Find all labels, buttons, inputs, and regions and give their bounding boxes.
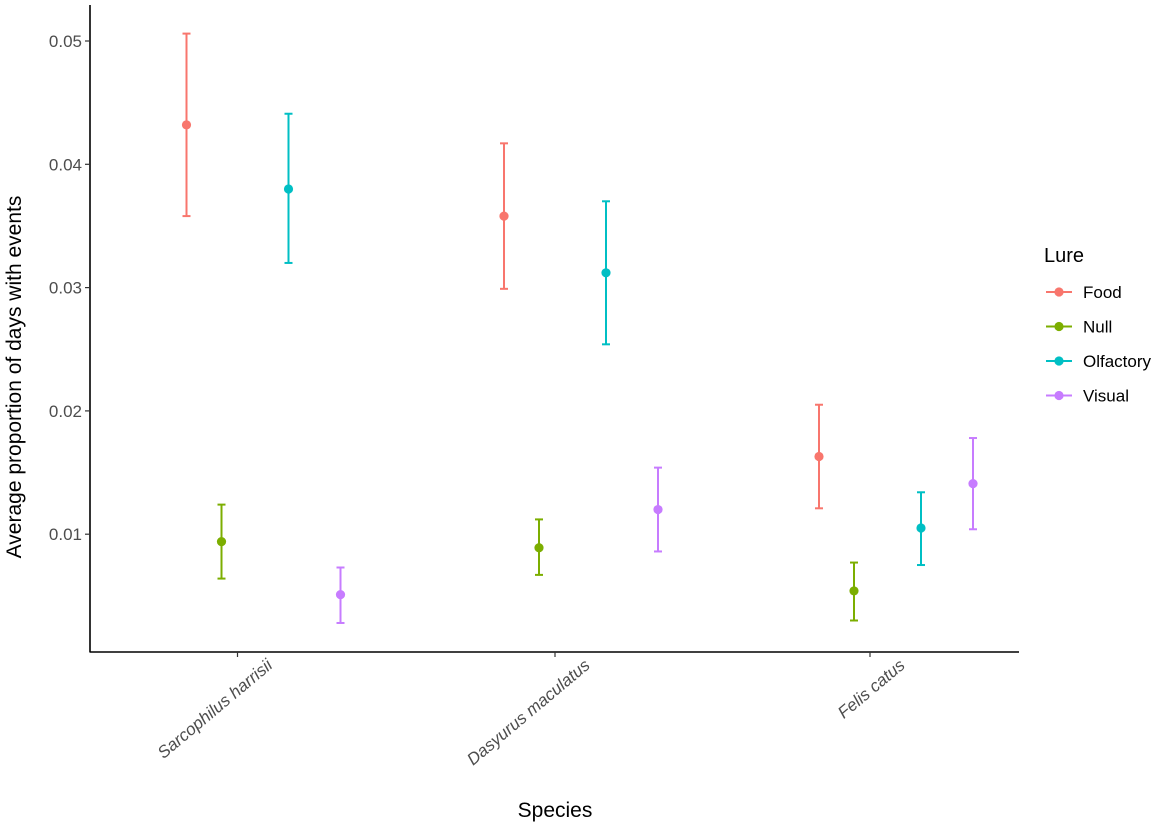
x-category-label: Felis catus [834, 655, 909, 722]
legend-key-point [1054, 287, 1064, 297]
legend-label: Olfactory [1083, 352, 1152, 371]
series-visual [335, 437, 978, 624]
y-tick-label: 0.05 [49, 32, 82, 51]
data-point [534, 543, 544, 553]
series-null [216, 503, 859, 622]
legend-title: Lure [1044, 245, 1084, 267]
data-point [601, 268, 611, 278]
data-point [283, 184, 294, 194]
x-category-label: Dasyurus maculatus [463, 655, 594, 769]
y-tick-label: 0.03 [49, 279, 82, 298]
plot-area [181, 32, 978, 624]
data-point [499, 211, 509, 221]
data-point [814, 451, 824, 462]
legend: Lure Food Null Olfactory Visual [1044, 245, 1152, 406]
y-tick-label: 0.04 [49, 155, 82, 174]
legend-key-point [1054, 356, 1064, 366]
data-point [335, 590, 346, 600]
x-category-label: Sarcophilus harrisii [154, 655, 277, 763]
legend-item-olfactory: Olfactory [1046, 352, 1152, 371]
legend-key-point [1054, 321, 1064, 332]
legend-label: Visual [1083, 387, 1129, 406]
series-olfactory [283, 112, 926, 567]
legend-item-null: Null [1046, 318, 1112, 337]
data-point [968, 479, 978, 489]
legend-label: Food [1083, 283, 1122, 302]
y-tick-label: 0.02 [49, 402, 82, 421]
data-point [916, 523, 926, 533]
data-point [216, 536, 227, 547]
legend-key-point [1054, 390, 1064, 401]
data-point [653, 504, 663, 515]
x-axis-title: Species [518, 799, 593, 822]
data-point [181, 120, 192, 130]
legend-item-food: Food [1046, 283, 1122, 302]
legend-item-visual: Visual [1046, 387, 1129, 406]
legend-label: Null [1083, 318, 1112, 337]
axes: 0.01 0.02 0.03 0.04 0.05 Sarcophilus harrisii… [49, 5, 1019, 769]
y-tick-label: 0.01 [49, 525, 82, 544]
y-axis-title: Average proportion of days with events [3, 196, 26, 559]
data-point [849, 586, 859, 596]
series-food [181, 32, 824, 510]
